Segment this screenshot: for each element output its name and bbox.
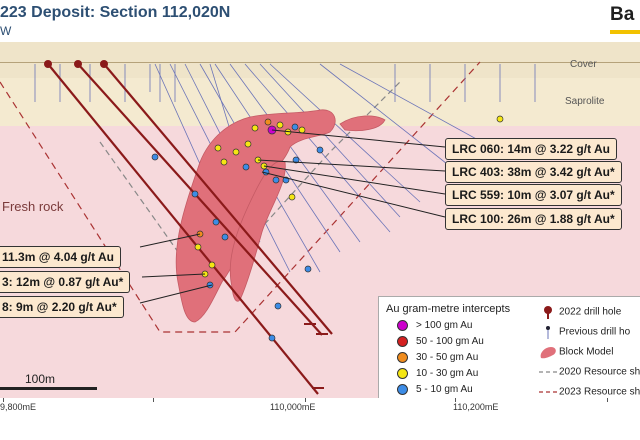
callout-lrc-100: LRC 100: 26m @ 1.88 g/t Au* bbox=[445, 208, 622, 230]
footer-axis: 100m 9,800mE 110,000mE 110,200mE bbox=[0, 372, 640, 440]
page-subtitle: W bbox=[0, 24, 12, 38]
callout-lrc-403: LRC 403: 38m @ 3.42 g/t Au* bbox=[445, 161, 622, 183]
legend-grade-100plus: > 100 gm Au bbox=[397, 319, 472, 333]
easting-label-110000: 110,000mE bbox=[270, 402, 316, 412]
callout-lrc-060: LRC 060: 14m @ 3.22 g/t Au bbox=[445, 138, 617, 160]
orange-dot-icon bbox=[397, 351, 408, 363]
logo: Ba bbox=[610, 4, 635, 25]
page-title: 223 Deposit: Section 112,020N bbox=[0, 4, 231, 21]
callout-left-3: 8: 9m @ 2.20 g/t Au* bbox=[0, 296, 124, 318]
callout-lrc-559: LRC 559: 10m @ 3.07 g/t Au* bbox=[445, 184, 622, 206]
previous-drill-hole-collars bbox=[34, 64, 536, 102]
legend-grade-30-50: 30 - 50 gm Au bbox=[397, 351, 478, 365]
callout-leaders bbox=[139, 129, 446, 304]
legend-grade-50-100: 50 - 100 gm Au bbox=[397, 335, 484, 349]
legend-grade-10-30: 10 - 30 gm Au bbox=[397, 367, 478, 381]
easting-label-9800: 9,800mE bbox=[0, 402, 37, 412]
header: 223 Deposit: Section 112,020N W Ba bbox=[0, 0, 640, 42]
cover-label: Cover bbox=[570, 59, 597, 70]
legend-block-model: Block Model bbox=[537, 345, 613, 359]
surface-line bbox=[0, 62, 640, 63]
legend: Au gram-metre intercepts > 100 gm Au 50 … bbox=[378, 296, 640, 406]
fresh-rock-label: Fresh rock bbox=[2, 199, 64, 214]
callout-left-2: 3: 12m @ 0.87 g/t Au* bbox=[0, 271, 131, 293]
legend-resource-2023: 2023 Resource sh bbox=[537, 385, 640, 399]
resource-2020-shell bbox=[99, 81, 401, 291]
easting-tick bbox=[3, 398, 4, 402]
block-model-icon bbox=[540, 347, 556, 359]
easting-tick bbox=[305, 398, 306, 402]
legend-title: Au gram-metre intercepts bbox=[386, 303, 511, 315]
magenta-dot-icon bbox=[397, 319, 408, 331]
legend-grade-5-10: 5 - 10 gm Au bbox=[397, 383, 473, 397]
easting-tick bbox=[153, 398, 154, 402]
drill-2022-icon bbox=[544, 306, 552, 319]
logo-accent-bar bbox=[610, 30, 640, 34]
legend-resource-2020: 2020 Resource sh bbox=[537, 365, 640, 379]
easting-tick bbox=[607, 398, 608, 402]
scale-label: 100m bbox=[25, 372, 56, 386]
drill-hole-end-ticks bbox=[304, 323, 328, 389]
block-model-upper bbox=[339, 115, 386, 132]
legend-drill-2022: 2022 drill hole bbox=[537, 305, 621, 319]
saprolite-label: Saprolite bbox=[565, 96, 605, 107]
easting-label-110200: 110,200mE bbox=[453, 402, 499, 412]
resource-2023-icon bbox=[539, 391, 557, 393]
section-drawing bbox=[0, 60, 536, 395]
easting-tick bbox=[455, 398, 456, 402]
resource-2023-shell bbox=[0, 61, 481, 333]
resource-2020-icon bbox=[539, 371, 557, 373]
blue-dot-icon bbox=[397, 383, 408, 395]
red-dot-icon bbox=[397, 335, 408, 347]
cover-layer bbox=[0, 42, 640, 78]
callout-left-1: 11.3m @ 4.04 g/t Au bbox=[0, 246, 121, 268]
intercepts bbox=[151, 115, 504, 342]
yellow-dot-icon bbox=[397, 367, 408, 379]
legend-previous-drill: Previous drill ho bbox=[537, 325, 630, 339]
drill-collars-2022 bbox=[44, 60, 108, 68]
drill-previous-icon bbox=[546, 326, 550, 339]
scale-bar bbox=[0, 387, 97, 390]
